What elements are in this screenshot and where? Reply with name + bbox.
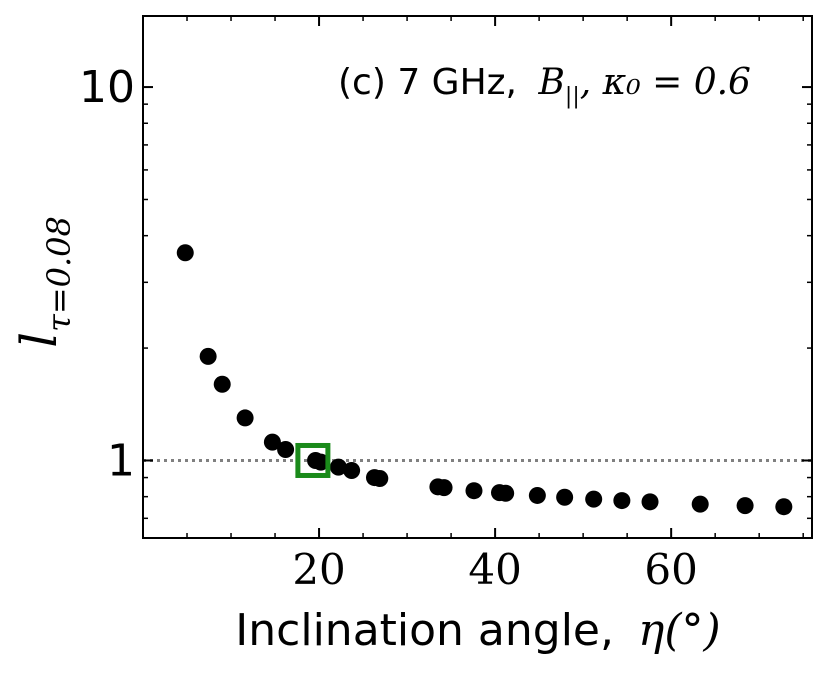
annotation-math-rest: , κ₀ = 0.6 <box>580 62 751 103</box>
annotation-math-b-sub: || <box>565 84 580 109</box>
data-point <box>585 490 603 508</box>
data-point <box>556 488 574 506</box>
svg-text:lτ=0.08: lτ=0.08 <box>10 216 78 348</box>
data-point <box>641 493 659 511</box>
data-point <box>497 484 515 502</box>
y-tick-label: 1 <box>107 435 135 486</box>
data-point <box>343 462 361 480</box>
data-point <box>199 347 217 365</box>
data-point <box>465 482 483 500</box>
data-point <box>236 409 254 427</box>
data-point <box>263 433 281 451</box>
data-point <box>736 497 754 515</box>
data-point <box>371 469 389 487</box>
y-axis-label: lτ=0.08 <box>10 216 78 348</box>
y-tick-label: 10 <box>79 62 135 113</box>
data-point <box>528 486 546 504</box>
y-axis-label-subscript: τ=0.08 <box>40 216 78 332</box>
x-tick-label: 20 <box>292 545 345 594</box>
data-point <box>775 498 793 516</box>
annotation: (c) 7 GHz, B||, κ₀ = 0.6 <box>338 62 751 109</box>
data-point <box>176 244 194 262</box>
data-point <box>691 495 709 513</box>
x-axis-label-math: η(°) <box>638 605 721 656</box>
x-axis-label-text: Inclination angle, <box>235 605 614 656</box>
x-tick-label: 40 <box>468 545 521 594</box>
data-point <box>329 458 347 476</box>
x-axis-label: Inclination angle, η(°) <box>235 605 720 656</box>
data-point <box>213 375 231 393</box>
data-point <box>613 492 631 510</box>
y-axis-label-base: l <box>10 332 68 348</box>
annotation-text: (c) 7 GHz, <box>338 62 517 103</box>
data-point <box>435 479 453 497</box>
data-point <box>312 453 330 471</box>
annotation-math-b: B <box>537 62 564 103</box>
x-tick-label: 60 <box>644 545 697 594</box>
plot-frame <box>142 15 813 539</box>
data-point <box>277 441 295 459</box>
highlight-square-marker <box>295 442 331 478</box>
